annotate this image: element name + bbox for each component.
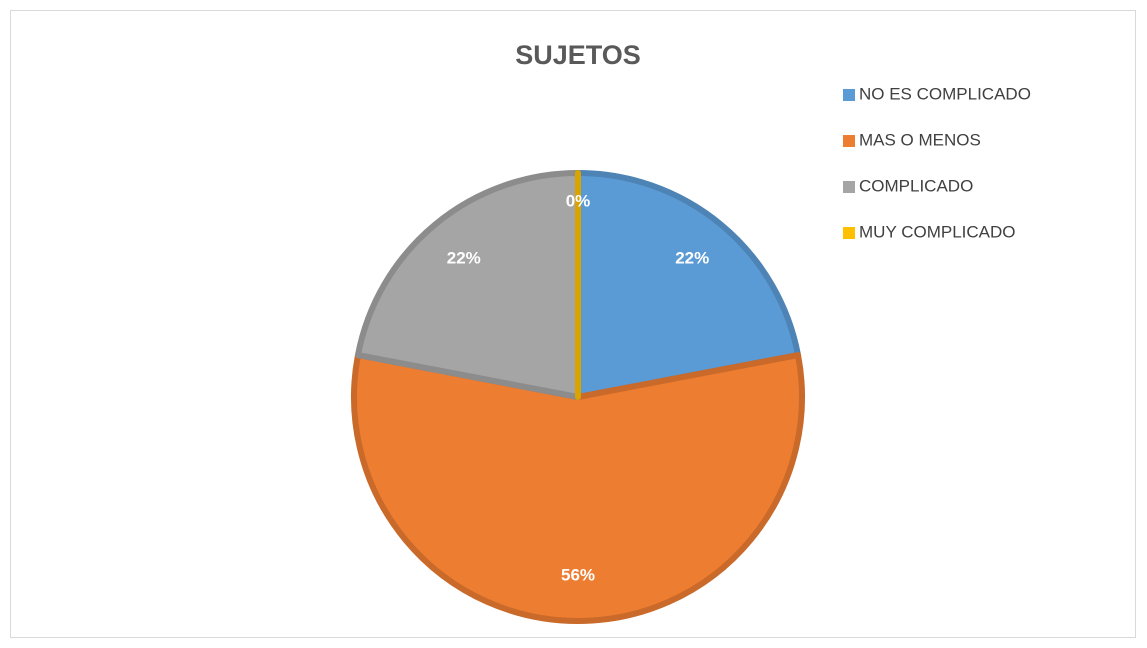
legend-text: MUY COMPLICADO xyxy=(859,222,1016,241)
slice-label: 22% xyxy=(675,248,709,267)
slice-label: 0% xyxy=(566,192,591,211)
legend-text: COMPLICADO xyxy=(859,176,973,195)
legend-text: NO ES COMPLICADO xyxy=(859,84,1031,103)
chart-title: SUJETOS xyxy=(515,40,641,70)
legend-swatch xyxy=(843,89,855,101)
pie-slice xyxy=(354,170,581,400)
slice-label: 56% xyxy=(561,566,595,585)
legend-text: MAS O MENOS xyxy=(859,130,981,149)
legend-swatch xyxy=(843,181,855,193)
pie-slice xyxy=(575,170,802,400)
legend-swatch xyxy=(843,135,855,147)
legend-swatch xyxy=(843,227,855,239)
slice-label: 22% xyxy=(447,248,481,267)
pie-slice xyxy=(351,352,805,625)
